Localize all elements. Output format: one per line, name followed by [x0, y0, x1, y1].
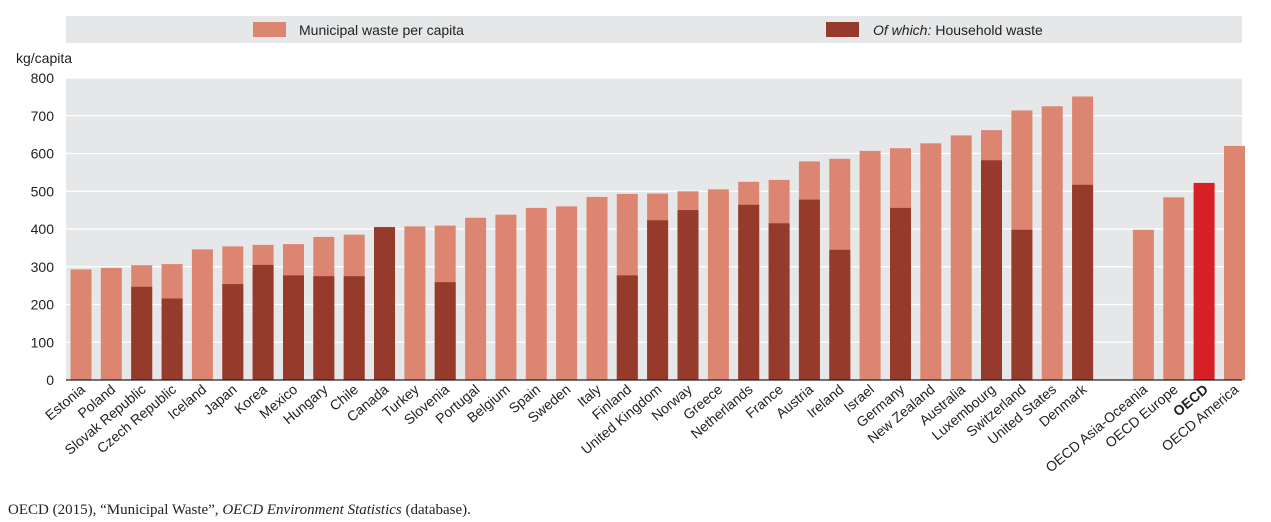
bar-municipal: [556, 206, 578, 380]
bar-municipal: [920, 143, 942, 380]
bar-household: [798, 199, 820, 380]
y-tick-label: 600: [31, 146, 55, 162]
y-tick-label: 800: [31, 70, 55, 86]
bar-municipal: [1132, 229, 1154, 380]
y-tick-label: 700: [31, 108, 55, 124]
y-axis-label: kg/capita: [16, 50, 72, 66]
y-axis-ticks: 0 100 200 300 400 500 600 700 800: [31, 70, 55, 388]
y-tick-label: 200: [31, 297, 55, 313]
bar-household: [1011, 229, 1033, 380]
bar-municipal: [859, 150, 881, 380]
source-title: OECD Environment Statistics: [222, 502, 402, 518]
y-tick-label: 400: [31, 221, 55, 237]
legend-label-municipal: Municipal waste per capita: [299, 22, 464, 38]
y-tick-label: 100: [31, 334, 55, 350]
source-note: OECD (2015), “Municipal Waste”, OECD Env…: [8, 502, 471, 519]
legend-band: [66, 16, 1242, 43]
bar-municipal: [950, 135, 972, 380]
bar-municipal: [1224, 145, 1245, 380]
bar-household: [222, 284, 244, 380]
bar-municipal: [707, 189, 729, 380]
bar-household: [1072, 184, 1094, 380]
bar-household: [890, 207, 911, 380]
y-tick-label: 500: [31, 183, 55, 199]
bar-household: [647, 220, 669, 380]
y-tick-label: 0: [46, 372, 54, 388]
source-suffix: (database).: [401, 502, 471, 518]
bar-municipal: [70, 269, 92, 380]
bar-household: [283, 275, 304, 380]
bar-municipal: [465, 217, 487, 380]
bar-municipal: [1041, 106, 1063, 381]
legend-swatch-household: [826, 22, 859, 37]
bar-household: [981, 160, 1002, 380]
x-tick-label: Japan: [200, 381, 240, 418]
bars: [70, 96, 1245, 381]
bar-household: [768, 223, 790, 380]
bar-municipal: [495, 214, 517, 380]
bar-municipal: [1193, 182, 1215, 380]
chart: Municipal waste per capita Of which: Hous…: [16, 16, 1245, 475]
y-tick-label: 300: [31, 259, 55, 275]
bar-household: [343, 276, 365, 380]
bar-municipal: [404, 226, 426, 380]
bar-household: [313, 276, 335, 380]
source-prefix: OECD (2015), “Municipal Waste”,: [8, 502, 223, 518]
bar-household: [131, 286, 153, 380]
bar-household: [738, 204, 760, 380]
bar-municipal: [586, 196, 608, 380]
bar-household: [616, 275, 638, 380]
bar-municipal: [191, 249, 213, 380]
bar-municipal: [1163, 197, 1185, 380]
bar-municipal: [525, 207, 547, 380]
bar-household: [434, 282, 456, 380]
bar-household: [252, 264, 274, 380]
legend-label-household-name: Household waste: [935, 22, 1043, 38]
bar-household: [829, 249, 851, 380]
bar-household: [677, 210, 699, 380]
legend-swatch-municipal: [253, 22, 286, 37]
legend-label-household-prefix: Of which:: [873, 22, 931, 38]
bar-household: [161, 298, 183, 380]
legend-label-household: Of which: Household waste: [873, 22, 1043, 38]
bar-household: [374, 227, 395, 380]
bar-municipal: [100, 267, 122, 380]
